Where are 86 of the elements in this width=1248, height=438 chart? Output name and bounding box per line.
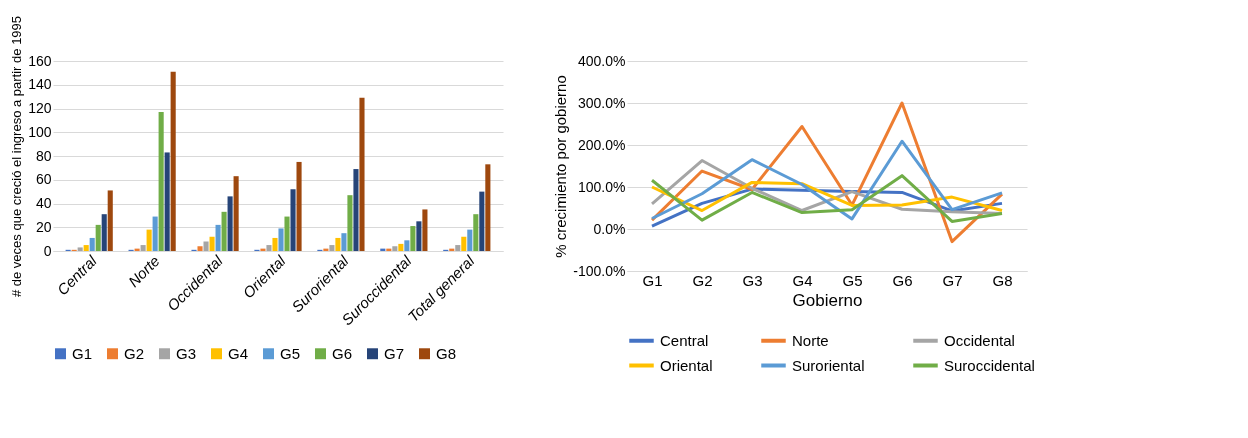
y-tick-label: 400.0% bbox=[578, 52, 626, 69]
bar bbox=[290, 189, 296, 251]
bar bbox=[227, 196, 233, 251]
bar bbox=[422, 209, 428, 251]
y-tick-label: 120 bbox=[28, 100, 52, 116]
bar bbox=[95, 224, 101, 251]
bar bbox=[77, 247, 83, 251]
bar bbox=[296, 161, 302, 251]
y-tick-label: 140 bbox=[28, 76, 52, 93]
bar bbox=[140, 245, 146, 251]
bar bbox=[272, 237, 278, 251]
bar bbox=[359, 97, 365, 251]
y-tick-label: 0.0% bbox=[593, 220, 626, 237]
bar bbox=[341, 233, 347, 251]
bar bbox=[170, 71, 176, 251]
bar bbox=[89, 237, 95, 251]
x-tick-label: G2 bbox=[692, 271, 713, 289]
legend-label: G7 bbox=[384, 344, 405, 362]
bar bbox=[404, 240, 410, 251]
y-tick-label: 100.0% bbox=[578, 178, 626, 195]
bar bbox=[197, 246, 203, 251]
legend-label: G8 bbox=[436, 344, 457, 362]
x-tick-label: G8 bbox=[992, 271, 1013, 289]
bar bbox=[221, 211, 227, 251]
bar bbox=[107, 190, 113, 251]
bar bbox=[392, 246, 398, 251]
legend-label: Occidental bbox=[944, 331, 1015, 349]
legend-label: Suroccidental bbox=[944, 356, 1035, 374]
x-axis-title: Gobierno bbox=[792, 290, 863, 310]
y-tick-label: 80 bbox=[35, 147, 52, 164]
y-tick-label: 100 bbox=[28, 123, 52, 140]
y-tick-label: 60 bbox=[35, 171, 52, 188]
legend-label: G3 bbox=[176, 344, 197, 362]
line-series bbox=[650, 139, 1004, 221]
y-tick-label: 20 bbox=[35, 218, 52, 235]
bar bbox=[164, 152, 170, 251]
bar bbox=[461, 236, 467, 251]
bar bbox=[266, 245, 272, 251]
legend-label: G2 bbox=[124, 344, 145, 362]
y-tick-label: 160 bbox=[28, 52, 52, 69]
bar bbox=[410, 226, 416, 251]
bar bbox=[416, 221, 422, 251]
bar bbox=[83, 245, 89, 251]
bar bbox=[335, 237, 341, 251]
x-tick-label: G4 bbox=[792, 271, 813, 289]
y-axis-title: # de veces que creció el ingreso a partir de 1995 bbox=[9, 15, 25, 298]
bar bbox=[158, 112, 164, 251]
bar bbox=[233, 176, 239, 251]
y-axis-title: % crecimiento por gobierno bbox=[552, 75, 570, 258]
legend-label: Norte bbox=[792, 331, 829, 349]
bar bbox=[473, 214, 479, 251]
bar bbox=[284, 216, 290, 251]
legend-label: Suroriental bbox=[792, 356, 865, 374]
bar bbox=[467, 229, 473, 251]
y-tick-label: 0 bbox=[43, 242, 52, 259]
legend-label: Central bbox=[660, 331, 709, 349]
legend-label: Oriental bbox=[660, 356, 713, 374]
x-tick-label: G5 bbox=[842, 271, 863, 289]
line-series bbox=[650, 174, 1004, 223]
x-tick-label: G1 bbox=[642, 271, 663, 289]
y-tick-label: 40 bbox=[35, 195, 52, 211]
bar bbox=[455, 245, 461, 251]
bar bbox=[353, 169, 359, 251]
legend-label: G6 bbox=[332, 344, 353, 362]
legend-label: G5 bbox=[280, 344, 301, 362]
y-tick-label: -100.0% bbox=[573, 262, 626, 279]
bar bbox=[203, 241, 209, 251]
bar bbox=[398, 243, 404, 251]
bar bbox=[329, 245, 335, 251]
bar bbox=[101, 214, 107, 251]
legend-label: G4 bbox=[228, 344, 249, 362]
bar bbox=[278, 228, 284, 251]
bar bbox=[479, 191, 485, 251]
bar bbox=[146, 229, 152, 251]
y-tick-label: 200.0% bbox=[578, 136, 626, 153]
bar bbox=[209, 236, 215, 251]
x-tick-label: G6 bbox=[892, 271, 913, 289]
bar bbox=[152, 216, 158, 251]
bar bbox=[260, 248, 266, 251]
x-tick-label: G7 bbox=[942, 271, 963, 289]
bar bbox=[215, 224, 221, 251]
x-tick-label: G3 bbox=[742, 271, 763, 289]
legend-label: G1 bbox=[72, 344, 93, 362]
y-tick-label: 300.0% bbox=[578, 94, 626, 111]
bar bbox=[347, 195, 353, 251]
bar bbox=[485, 164, 491, 251]
